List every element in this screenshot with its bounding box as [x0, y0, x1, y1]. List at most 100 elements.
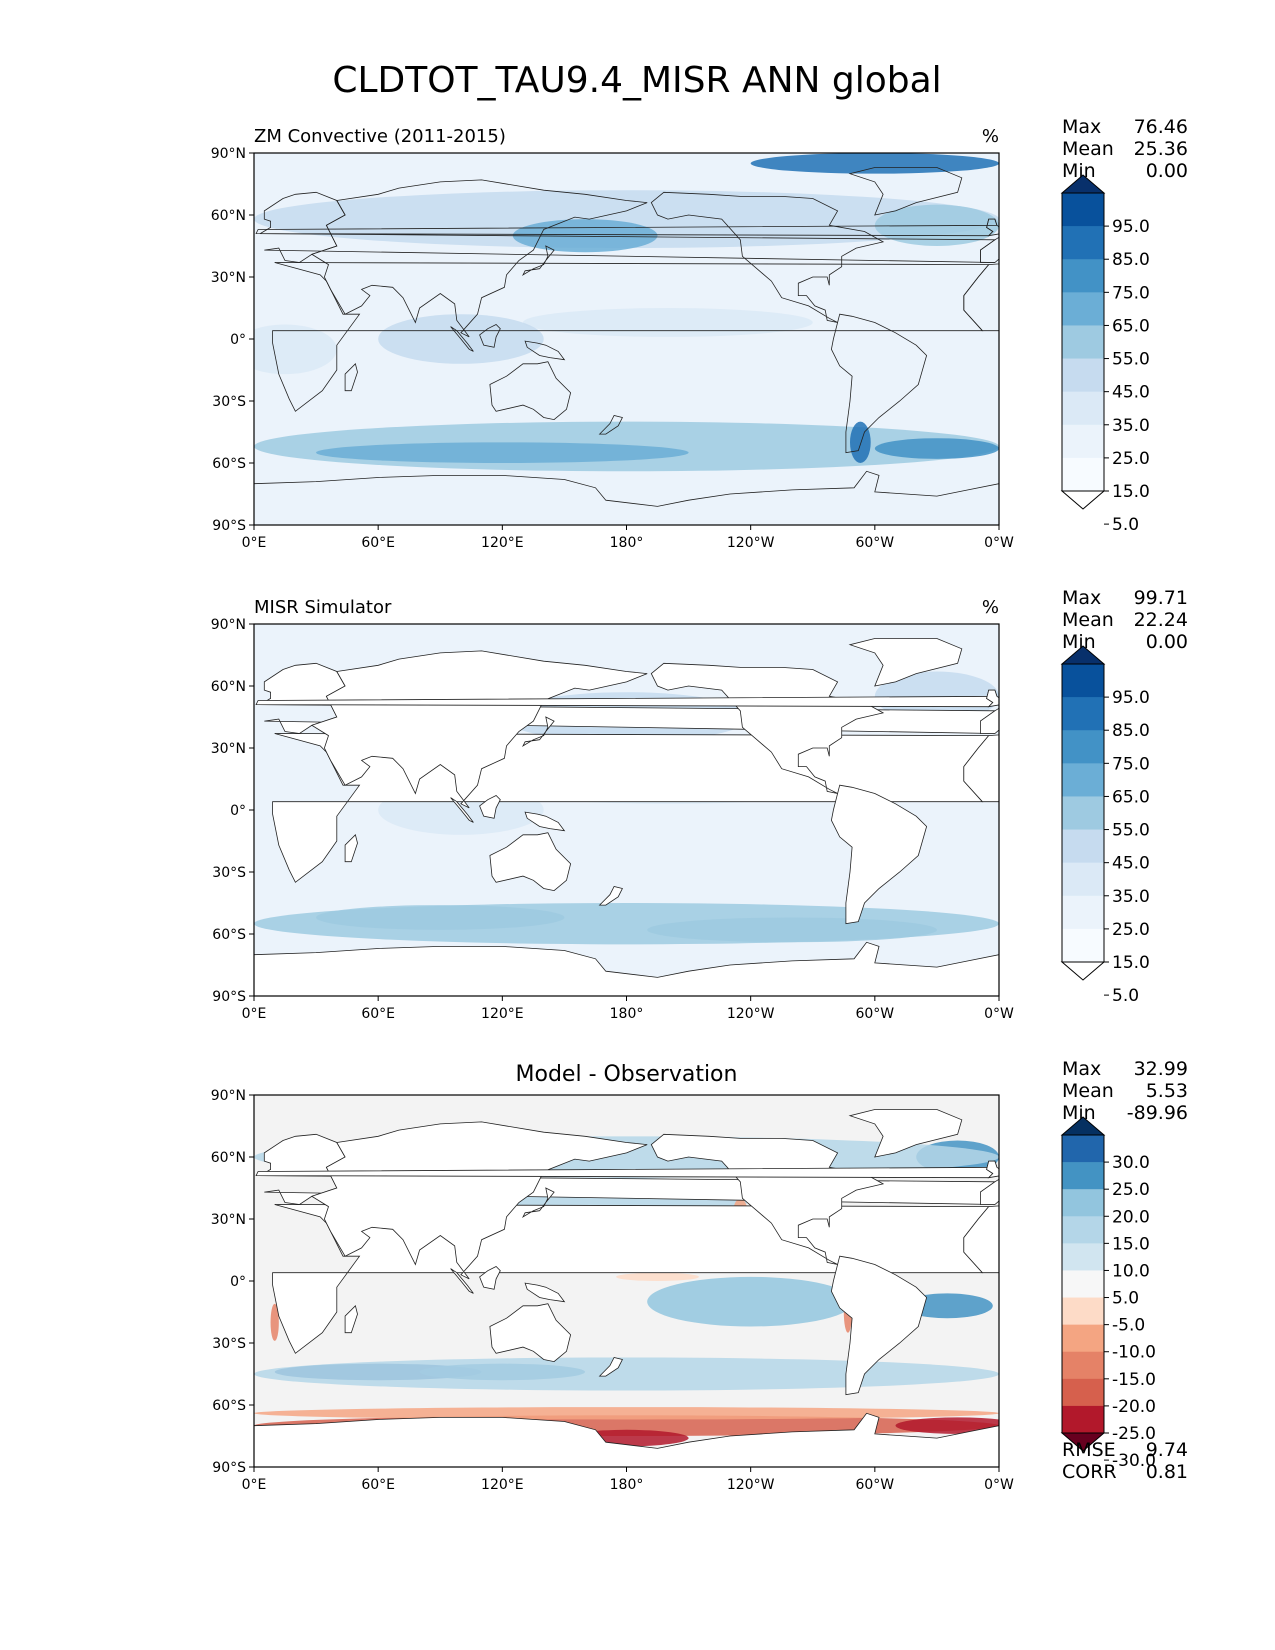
colorbar-label: 5.0 [1112, 1289, 1139, 1309]
colorbar-segment [1062, 457, 1104, 492]
colorbar-label: 75.0 [1112, 754, 1150, 774]
colorbar-segment [1062, 391, 1104, 426]
colorbar-segment [1062, 796, 1104, 831]
colorbar-label: 45.0 [1112, 383, 1150, 403]
panel-2: MISR Simulator % 90°N 60°N 30°N 0° 30°S 60°S 90°… [211, 587, 1188, 1022]
stat-label: Mean [1062, 1080, 1114, 1102]
colorbar-segment [1062, 1270, 1104, 1299]
coastline-asia [310, 179, 648, 338]
field-blob [616, 1272, 699, 1282]
colorbar-label: 25.0 [1112, 920, 1150, 940]
lat-tick-label: 90°S [212, 1460, 246, 1476]
coastline-south-america [830, 313, 928, 454]
colorbar-label: 10.0 [1112, 1261, 1150, 1281]
colorbar-label: 95.0 [1112, 688, 1150, 708]
colorbar-segment [1062, 895, 1104, 930]
coastline-madagascar [344, 1305, 358, 1334]
lat-tick-label: 0° [230, 1274, 246, 1290]
coastline-greenland [848, 638, 963, 687]
lon-tick-label: 60°W [855, 1477, 894, 1493]
colorbar-frame [1061, 663, 1105, 963]
colorbar-extend-min [1060, 961, 1106, 981]
coastline-britain-wrap [986, 689, 999, 708]
coastline-new-guinea [524, 811, 566, 832]
field-blob [850, 421, 871, 464]
coastline-borneo [479, 795, 501, 819]
extra-stat-value: 0.81 [1146, 1461, 1188, 1483]
colorbar-segment [1062, 292, 1104, 326]
field-blob [316, 442, 689, 463]
colorbar-segment [1062, 325, 1104, 360]
stat-label: Mean [1062, 609, 1114, 631]
coastline-north-america [650, 1133, 885, 1265]
colorbar-label: 25.0 [1112, 1180, 1150, 1200]
colorbar-label: 15.0 [1112, 1234, 1150, 1254]
lon-tick-label: 0°E [242, 535, 267, 551]
lon-tick-label: 0°W [984, 1477, 1014, 1493]
coastline-new-zealand [598, 886, 623, 906]
panel-title: MISR Simulator [254, 597, 392, 618]
lon-tick-label: 60°W [855, 535, 894, 551]
lon-tick-label: 120°W [727, 1477, 775, 1493]
coastline-north-america [650, 662, 885, 794]
stat-label: Mean [1062, 138, 1114, 160]
field-blob [895, 1417, 999, 1434]
stat-value: 99.71 [1134, 587, 1188, 609]
stat-label: Max [1062, 116, 1101, 138]
colorbar-segment [1062, 1324, 1104, 1353]
colorbar-segment [1062, 1378, 1104, 1407]
colorbar-label: 35.0 [1112, 416, 1150, 436]
coastline-europe [258, 191, 997, 263]
colorbar-label: 15.0 [1112, 953, 1150, 973]
colorbar-segment [1062, 763, 1104, 797]
lon-tick-label: 120°E [481, 535, 524, 551]
lon-tick-label: 120°E [481, 1477, 524, 1493]
coastline-asia [310, 1121, 648, 1280]
panel-1: ZM Convective (2011-2015) % 90°N 60°N 30°N 0°… [211, 116, 1188, 551]
lat-tick-label: 0° [230, 803, 246, 819]
lat-tick-label: 60°N [211, 679, 246, 695]
coastline-north-america [650, 191, 885, 323]
lon-tick-label: 120°W [727, 535, 775, 551]
lat-tick-label: 30°N [211, 1212, 246, 1228]
colorbar-segment [1062, 424, 1104, 459]
panels: ZM Convective (2011-2015) % 90°N 60°N 30°N 0°… [211, 116, 1188, 1493]
lon-tick-label: 60°W [855, 1006, 894, 1022]
lat-tick-label: 60°S [212, 456, 246, 472]
lon-tick-label: 60°E [361, 535, 395, 551]
coastline-new-guinea [524, 1282, 566, 1303]
field-blob [270, 1303, 279, 1341]
lon-tick-label: 120°E [481, 1006, 524, 1022]
colorbar-segment [1062, 1405, 1104, 1434]
lat-tick-label: 0° [230, 332, 246, 348]
colorbar-label: 65.0 [1112, 787, 1150, 807]
lon-tick-label: 0°E [242, 1477, 267, 1493]
lat-tick-label: 60°S [212, 1398, 246, 1414]
colorbar-segment [1062, 259, 1104, 293]
coastline-australia [489, 361, 572, 421]
panel-title: ZM Convective (2011-2015) [254, 126, 506, 147]
coastline-africa-wrap [963, 1205, 999, 1274]
coastline-greenland [848, 167, 963, 216]
lon-tick-label: 180° [610, 1006, 644, 1022]
stat-label: Min [1062, 160, 1096, 182]
lat-tick-label: 60°N [211, 208, 246, 224]
colorbar-label: 65.0 [1112, 316, 1150, 336]
lat-tick-label: 90°N [211, 617, 246, 633]
coastline-borneo [479, 1266, 501, 1290]
stat-value: 22.24 [1134, 609, 1188, 631]
panel-units: % [982, 126, 999, 147]
lat-tick-label: 30°N [211, 741, 246, 757]
colorbar-segment [1062, 1216, 1104, 1244]
field-blob [254, 190, 999, 249]
coastline-south-america [830, 1255, 928, 1396]
coastline-australia [489, 1303, 572, 1363]
colorbar-label: 75.0 [1112, 283, 1150, 303]
map-field [254, 1095, 999, 1467]
coastline-japan [522, 1187, 555, 1218]
panel-3: Model - Observation 90°N 60°N 30°N 0° 30°S 60°… [211, 1058, 1188, 1493]
lat-tick-label: 90°S [212, 518, 246, 534]
lon-tick-label: 180° [610, 1477, 644, 1493]
colorbar-segment [1062, 1351, 1104, 1380]
figure-title: CLDTOT_TAU9.4_MISR ANN global [332, 60, 941, 101]
